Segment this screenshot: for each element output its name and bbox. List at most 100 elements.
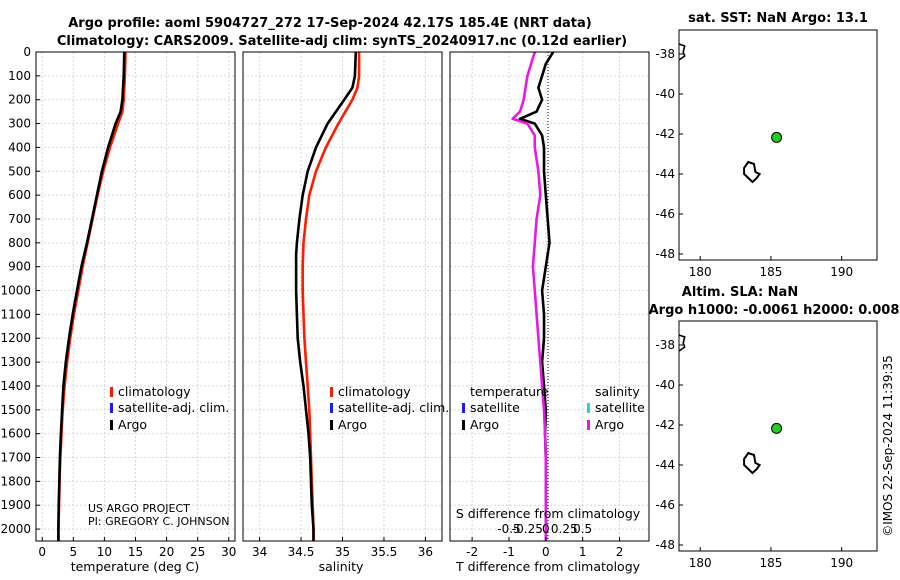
legend-t-argo: Argo (470, 417, 499, 432)
y-tick-label: 1200 (0, 331, 31, 345)
map-x-tick-label: 190 (830, 265, 853, 279)
y-tick-label: 1300 (0, 355, 31, 369)
sst-map-panel: sat. SST: NaN Argo: 13.1 180 185 190 -38 -40… (655, 11, 878, 279)
sla-map-panel: Altim. SLA: NaN Argo h1000: -0.0061 h200… (649, 285, 900, 570)
temperature-legend: climatology satellite-adj. clim. Argo (110, 384, 229, 432)
legend-swatch-s-argo (587, 420, 590, 430)
x-tick-label: 30 (221, 545, 236, 559)
x-tick-label: 34.5 (288, 545, 315, 559)
series-argo (57, 51, 126, 541)
sla-map-subtitle: Argo h1000: -0.0061 h2000: 0.008 (649, 303, 900, 318)
s-tick-label: -0.25 (512, 522, 543, 536)
map-y-tick-label: -38 (655, 47, 675, 61)
map-x-tick-label: 180 (689, 265, 712, 279)
y-tick-label: 1700 (0, 451, 31, 465)
x-tick-label: 0 (542, 545, 550, 559)
map-y-tick-label: -48 (655, 247, 675, 261)
legend-satellite: satellite-adj. clim. (118, 400, 229, 415)
x-tick-label: 35 (335, 545, 350, 559)
legend-swatch-t-argo (462, 420, 465, 430)
difference-legend-temperature: temperature satellite Argo (462, 384, 549, 432)
x-tick-label: 1 (579, 545, 587, 559)
y-tick-label: 1500 (0, 403, 31, 417)
y-tick-label: 700 (8, 212, 31, 226)
salinity-legend: climatology satellite-adj. clim. Argo (330, 384, 449, 432)
y-tick-label: 0 (23, 45, 31, 59)
legend-temperature-heading: temperature (470, 384, 549, 399)
x-tick-label: 0 (38, 545, 46, 559)
legend-argo: Argo (118, 417, 147, 432)
legend-argo: Argo (338, 417, 367, 432)
project-annotation: US ARGO PROJECT (88, 502, 190, 515)
series-argo-salinity (511, 51, 548, 541)
legend-swatch-climatology (330, 387, 333, 397)
legend-swatch-satellite (110, 403, 113, 413)
sst-map-frame (678, 29, 878, 261)
salinity-panel: 34 34.5 35 35.5 36 salinity climatology sate… (242, 51, 449, 574)
chatham-islands-outline (743, 451, 762, 475)
legend-swatch-argo (110, 420, 113, 430)
legend-t-satellite: satellite (470, 400, 520, 415)
x-tick-label: 5 (69, 545, 77, 559)
y-tick-label: 400 (8, 140, 31, 154)
map-y-tick-label: -40 (655, 378, 675, 392)
x-tick-label: 20 (159, 545, 174, 559)
y-tick-label: 2000 (0, 522, 31, 536)
legend-swatch-t-satellite (462, 403, 465, 413)
s-tick-label: 0.5 (573, 522, 592, 536)
map-y-tick-label: -44 (655, 458, 675, 472)
nz-coast-outline (678, 334, 686, 352)
y-tick-label: 1000 (0, 284, 31, 298)
map-y-tick-label: -48 (655, 538, 675, 552)
map-y-tick-label: -38 (655, 338, 675, 352)
y-tick-label: 1100 (0, 307, 31, 321)
pi-annotation: PI: GREGORY C. JOHNSON (88, 515, 229, 528)
map-y-tick-label: -44 (655, 167, 675, 181)
x-tick-label: 25 (190, 545, 205, 559)
legend-s-satellite: satellite (595, 400, 645, 415)
y-tick-label: 1900 (0, 498, 31, 512)
map-y-tick-label: -40 (655, 87, 675, 101)
imos-watermark: ©IMOS 22-Sep-2024 11:39:35 (881, 355, 895, 537)
s-tick-label: 0 (542, 522, 550, 536)
legend-salinity-heading: salinity (595, 384, 640, 399)
x-tick-label: 2 (616, 545, 624, 559)
y-tick-label: 800 (8, 236, 31, 250)
x-tick-label: 34 (252, 545, 267, 559)
t-difference-xlabel: T difference from climatology (455, 559, 641, 574)
legend-swatch-climatology (110, 387, 113, 397)
legend-climatology: climatology (118, 384, 191, 399)
temperature-panel: 0100200300400500600700800900100011001200… (0, 45, 236, 574)
map-x-tick-label: 180 (689, 556, 712, 570)
x-tick-label: -1 (503, 545, 515, 559)
s-tick-label: -0.5 (497, 522, 520, 536)
sla-map-title: Altim. SLA: NaN (682, 285, 798, 300)
legend-swatch-argo (330, 420, 333, 430)
temperature-xlabel: temperature (deg C) (71, 559, 200, 574)
argo-profile-location (771, 422, 783, 434)
sst-map-title: sat. SST: NaN Argo: 13.1 (688, 11, 868, 26)
title-line-1: Argo profile: aoml 5904727_272 17-Sep-20… (68, 16, 592, 31)
y-tick-label: 1600 (0, 427, 31, 441)
legend-swatch-satellite (330, 403, 333, 413)
x-tick-label: 10 (97, 545, 112, 559)
map-y-tick-label: -46 (655, 207, 675, 221)
map-x-tick-label: 185 (759, 556, 782, 570)
legend-swatch-s-satellite (587, 403, 590, 413)
s-difference-xlabel: S difference from climatology (456, 506, 641, 521)
legend-s-argo: Argo (595, 417, 624, 432)
legend-satellite: satellite-adj. clim. (338, 400, 449, 415)
x-tick-label: 36 (418, 545, 433, 559)
y-tick-label: 600 (8, 188, 31, 202)
map-y-tick-label: -46 (655, 498, 675, 512)
argo-profile-location (771, 131, 783, 143)
x-tick-label: 15 (128, 545, 143, 559)
x-tick-label: 35.5 (371, 545, 398, 559)
y-tick-label: 1800 (0, 474, 31, 488)
y-tick-label: 500 (8, 164, 31, 178)
s-tick-label: 0.25 (551, 522, 578, 536)
y-tick-label: 300 (8, 117, 31, 131)
difference-panel: -2 -1 0 1 2 -0.5-0.25 0 0.250.5 S difference f… (449, 51, 650, 574)
difference-legend-salinity: salinity satellite Argo (587, 384, 645, 432)
